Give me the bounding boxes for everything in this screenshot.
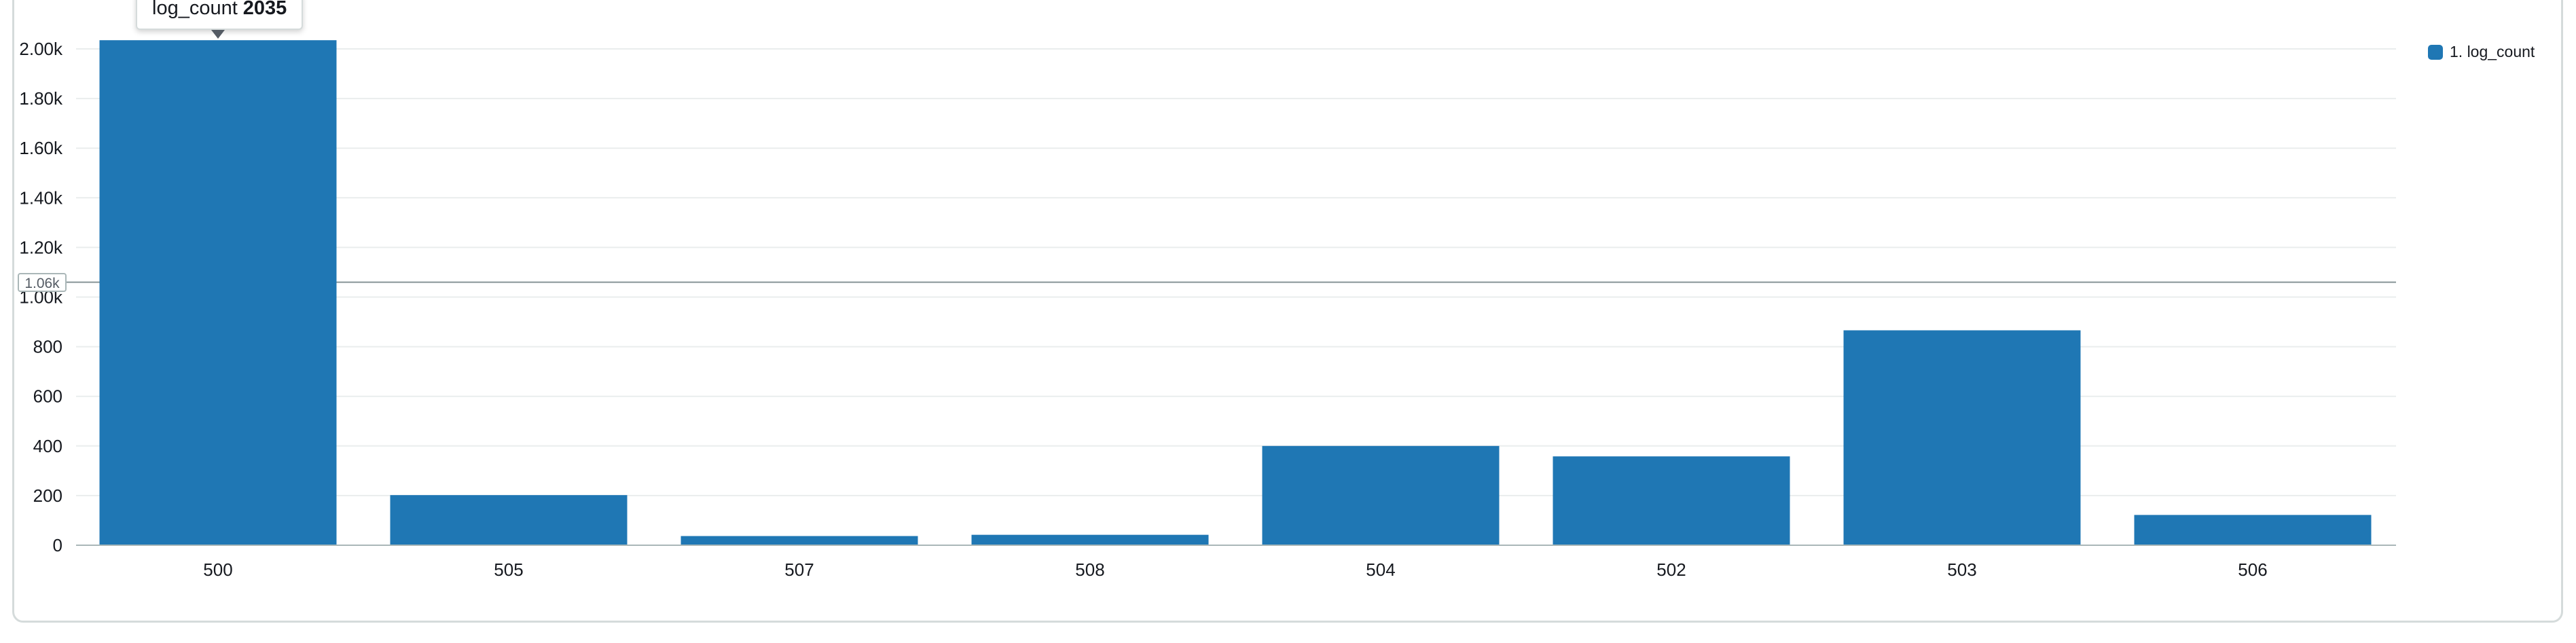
y-tick-label: 400	[33, 436, 62, 456]
y-tick-label: 800	[33, 337, 62, 357]
y-tick-label: 2.00k	[19, 39, 63, 59]
chart-tooltip: log_count 2035	[136, 0, 304, 30]
bar-507[interactable]	[681, 536, 918, 545]
y-axis: 02004006008001.00k1.20k1.40k1.60k1.80k2.…	[19, 39, 63, 555]
bar-508[interactable]	[971, 534, 1209, 545]
y-tick-label: 1.80k	[19, 88, 63, 109]
x-tick-label: 508	[1075, 559, 1104, 580]
bar-500[interactable]	[99, 40, 337, 545]
legend-swatch	[2428, 44, 2443, 60]
x-tick-label: 502	[1656, 559, 1686, 580]
y-tick-label: 1.20k	[19, 237, 63, 257]
bar-502[interactable]	[1553, 456, 1790, 545]
tooltip-arrow	[211, 30, 225, 39]
y-tick-label: 0	[53, 535, 62, 555]
bars	[99, 40, 2372, 545]
crosshair-value-label: 1.06k	[18, 272, 67, 292]
grid-lines	[76, 48, 2396, 496]
tooltip-label: log_count	[152, 0, 238, 19]
y-tick-label: 1.60k	[19, 138, 63, 158]
legend-label: 1. log_count	[2450, 43, 2535, 60]
y-tick-label: 200	[33, 485, 62, 506]
x-tick-label: 500	[203, 559, 232, 580]
x-tick-label: 504	[1366, 559, 1395, 580]
bar-505[interactable]	[390, 495, 628, 545]
x-tick-label: 506	[2238, 559, 2267, 580]
y-tick-label: 600	[33, 386, 62, 407]
bar-506[interactable]	[2134, 515, 2372, 545]
x-tick-label: 503	[1947, 559, 1976, 580]
legend[interactable]: 1. log_count	[2428, 43, 2535, 61]
x-tick-label: 505	[494, 559, 523, 580]
bar-503[interactable]	[1843, 330, 2081, 545]
x-axis: 500 505 507 508 504 502 503 506	[203, 559, 2267, 580]
bar-504[interactable]	[1262, 445, 1500, 545]
tooltip-value: 2035	[242, 0, 287, 19]
x-tick-label: 507	[784, 559, 814, 580]
y-tick-label: 1.40k	[19, 187, 63, 208]
